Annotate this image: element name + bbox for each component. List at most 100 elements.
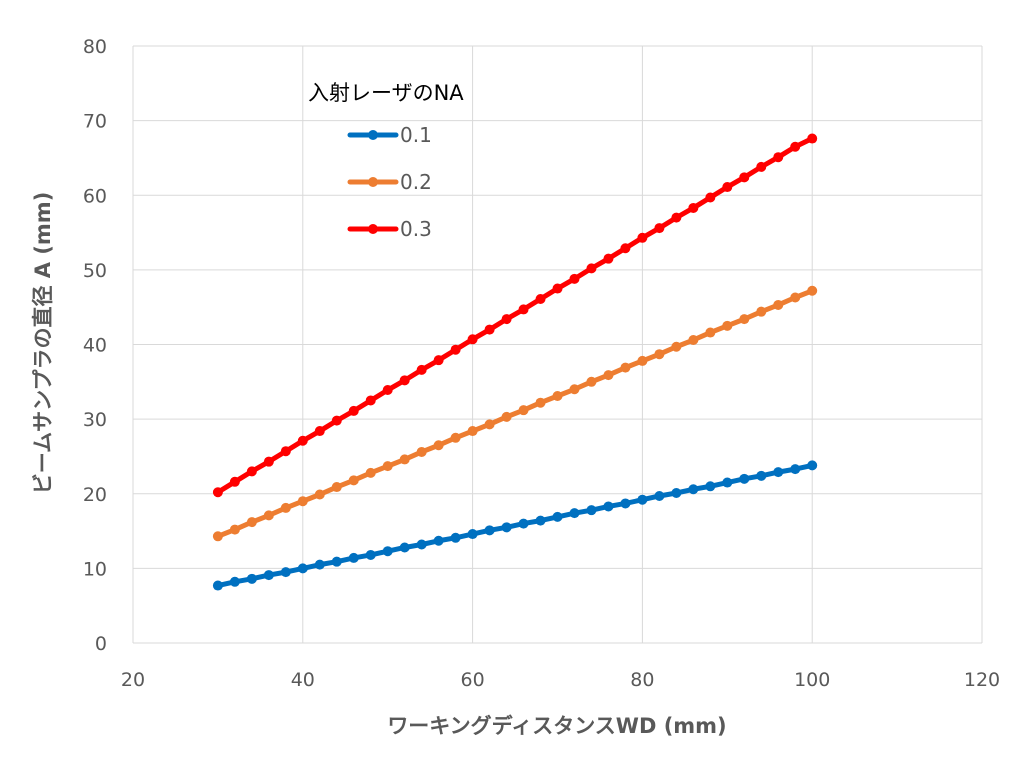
data-point xyxy=(280,567,291,578)
data-point xyxy=(382,546,393,557)
data-point xyxy=(501,411,512,422)
data-point xyxy=(620,362,631,373)
data-point xyxy=(229,524,240,535)
data-point xyxy=(331,415,342,426)
tick-labels: 0 10 20 30 40 50 60 70 80 20 40 60 80 100 120 xyxy=(83,36,1000,691)
data-point xyxy=(280,446,291,457)
data-point xyxy=(433,535,444,546)
data-point xyxy=(603,370,614,381)
x-tick-label: 80 xyxy=(630,669,654,691)
data-point xyxy=(229,476,240,487)
legend-swatch-marker xyxy=(368,224,378,234)
data-point xyxy=(569,508,580,519)
data-point xyxy=(671,488,682,498)
legend-label: 0.1 xyxy=(400,123,432,147)
data-point xyxy=(603,501,614,512)
data-point xyxy=(212,531,223,542)
data-point xyxy=(450,432,461,443)
data-point xyxy=(722,320,733,331)
data-point xyxy=(807,133,818,144)
data-point xyxy=(280,502,291,513)
data-point xyxy=(773,467,784,478)
legend-item-0.3[interactable]: 0.3 xyxy=(347,217,432,241)
data-point xyxy=(501,522,512,533)
data-point xyxy=(756,306,767,317)
data-point xyxy=(348,552,359,563)
data-point xyxy=(263,570,274,581)
data-point xyxy=(654,223,665,234)
data-point xyxy=(790,464,801,475)
data-point xyxy=(807,460,818,471)
data-point xyxy=(467,426,478,437)
data-point xyxy=(246,517,257,528)
data-point xyxy=(535,397,546,408)
x-tick-label: 100 xyxy=(794,669,830,691)
data-point xyxy=(654,349,665,360)
data-point xyxy=(586,505,597,516)
data-point xyxy=(314,426,325,437)
data-point xyxy=(297,435,308,446)
y-tick-label: 70 xyxy=(83,111,107,133)
data-point xyxy=(450,344,461,355)
data-point xyxy=(739,314,750,325)
legend-title: 入射レーザのNA xyxy=(308,81,464,105)
data-point xyxy=(365,467,376,478)
data-point xyxy=(246,466,257,477)
data-point xyxy=(688,202,699,213)
x-tick-label: 40 xyxy=(291,669,315,691)
data-point xyxy=(552,283,563,294)
y-tick-label: 20 xyxy=(83,484,107,506)
data-point xyxy=(450,532,461,543)
data-point xyxy=(263,456,274,467)
y-tick-label: 0 xyxy=(95,633,107,655)
legend-swatch-marker xyxy=(368,177,378,187)
data-point xyxy=(484,324,495,335)
data-point xyxy=(212,580,223,591)
data-point xyxy=(348,475,359,486)
data-point xyxy=(467,529,478,540)
data-point xyxy=(399,454,410,465)
data-point xyxy=(416,364,427,375)
data-point xyxy=(603,253,614,264)
data-point xyxy=(331,482,342,493)
series-0.3 xyxy=(212,133,818,498)
data-point xyxy=(705,192,716,203)
data-point xyxy=(586,263,597,274)
legend-swatch-marker xyxy=(368,130,378,140)
data-point xyxy=(365,395,376,406)
data-point xyxy=(637,232,648,243)
series-0.2 xyxy=(212,285,818,542)
data-point xyxy=(229,576,240,587)
series-0.1 xyxy=(212,460,818,591)
data-point xyxy=(314,489,325,500)
y-tick-label: 80 xyxy=(83,36,107,58)
data-point xyxy=(416,539,427,550)
data-point xyxy=(484,525,495,536)
data-point xyxy=(246,573,257,584)
data-point xyxy=(433,355,444,366)
data-point xyxy=(637,355,648,366)
data-point xyxy=(705,327,716,338)
data-point xyxy=(297,496,308,507)
data-point xyxy=(552,511,563,522)
data-point xyxy=(586,376,597,387)
legend[interactable]: 入射レーザのNA 0.1 0.2 0.3 xyxy=(308,81,464,241)
data-point xyxy=(263,510,274,521)
y-tick-label: 30 xyxy=(83,409,107,431)
data-point xyxy=(637,494,648,505)
legend-item-0.1[interactable]: 0.1 xyxy=(347,123,432,147)
data-point xyxy=(433,440,444,451)
data-point xyxy=(773,299,784,310)
legend-item-0.2[interactable]: 0.2 xyxy=(347,170,432,194)
data-point xyxy=(773,152,784,163)
x-tick-label: 20 xyxy=(121,669,145,691)
data-point xyxy=(807,285,818,296)
y-axis-title: ビームサンプラの直径 A (mm) xyxy=(31,192,55,495)
data-point xyxy=(518,405,529,416)
data-point xyxy=(399,542,410,553)
data-point xyxy=(671,212,682,223)
x-axis-title: ワーキングディスタンスWD (mm) xyxy=(387,714,726,738)
data-point xyxy=(654,490,665,501)
y-tick-label: 10 xyxy=(83,558,107,580)
